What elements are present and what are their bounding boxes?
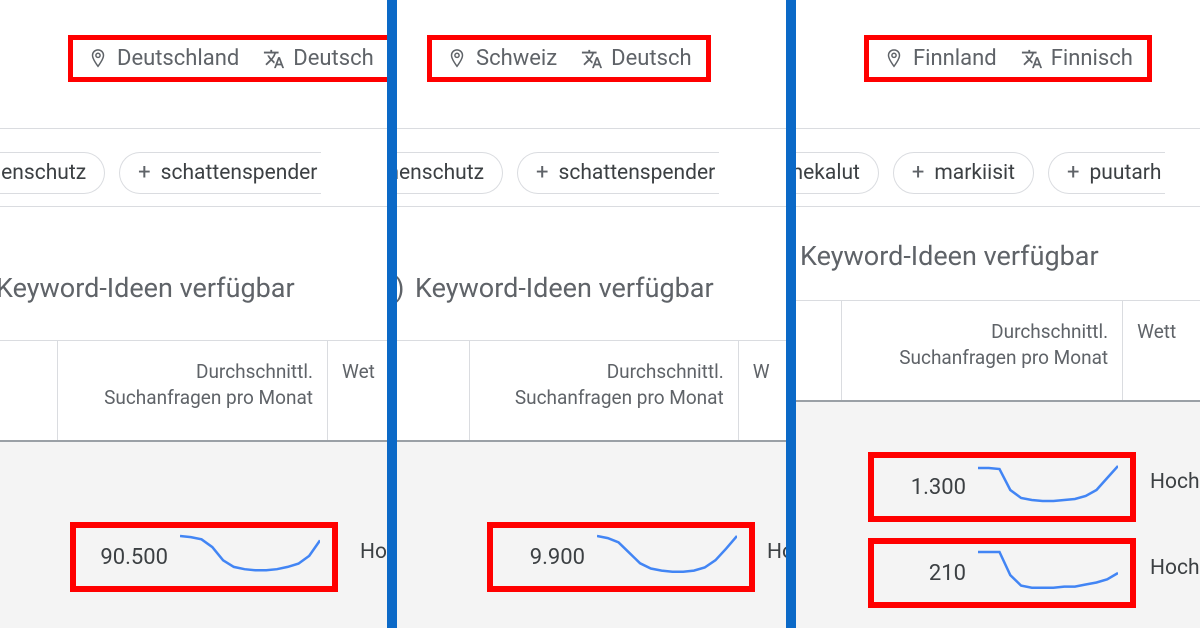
panel-divider — [387, 0, 397, 628]
keyword-chip[interactable]: +markiisit — [893, 152, 1034, 194]
col-competition[interactable]: W — [738, 341, 786, 440]
panels-container: Deutschland Deutsch onnenschutz +schatte… — [0, 0, 1200, 628]
keyword-ideas-heading: Keyword-Ideen verfügbar — [800, 240, 1099, 272]
location-filter[interactable]: Deutschland — [87, 46, 239, 71]
col-keyword — [796, 301, 841, 400]
separator — [397, 206, 786, 207]
separator — [397, 128, 786, 129]
language-filter[interactable]: Finnisch — [1021, 46, 1133, 71]
keyword-chip[interactable]: onnenschutz — [0, 152, 105, 194]
panel-germany: Deutschland Deutsch onnenschutz +schatte… — [0, 0, 387, 628]
language-label: Finnisch — [1051, 46, 1133, 71]
filter-bar[interactable]: Schweiz Deutsch — [427, 35, 711, 82]
location-filter[interactable]: Finnland — [883, 46, 997, 71]
table-row: 90.500 Ho — [0, 442, 387, 628]
table-header: Durchschnittl. Suchanfragen pro Monat We… — [796, 300, 1200, 402]
separator — [0, 206, 387, 207]
location-pin-icon — [883, 48, 905, 70]
separator — [0, 128, 387, 129]
translate-icon — [263, 48, 285, 70]
panel-finland: Finnland Finnisch uonekalut +markiisit +… — [796, 0, 1200, 628]
keyword-chips: onnenschutz +schattenspender — [0, 152, 321, 194]
keyword-chip[interactable]: sonnenschutz — [397, 152, 503, 194]
col-avg-searches[interactable]: Durchschnittl. Suchanfragen pro Monat — [841, 301, 1122, 400]
keyword-chip[interactable]: +schattenspender — [119, 152, 321, 194]
keyword-chips: uonekalut +markiisit +puutarh — [796, 152, 1165, 194]
search-volume-box: 90.500 — [70, 522, 338, 592]
plus-icon: + — [138, 162, 150, 184]
location-label: Finnland — [913, 46, 997, 71]
search-volume-value: 1.300 — [886, 475, 966, 500]
plus-icon: + — [536, 162, 548, 184]
location-label: Deutschland — [117, 46, 239, 71]
col-keyword — [397, 341, 469, 440]
filter-bar[interactable]: Finnland Finnisch — [864, 35, 1152, 82]
keyword-chip[interactable]: +schattenspender — [517, 152, 719, 194]
table-row: 9.900 Ho — [397, 442, 786, 628]
search-volume-value: 210 — [886, 561, 966, 586]
heading-fragment: ) — [397, 272, 404, 304]
sparkline — [978, 550, 1118, 596]
panel-divider — [786, 0, 796, 628]
search-volume-value: 90.500 — [88, 545, 168, 570]
location-label: Schweiz — [476, 46, 557, 71]
col-avg-searches[interactable]: Durchschnittl. Suchanfragen pro Monat — [469, 341, 738, 440]
col-competition[interactable]: Wet — [327, 341, 387, 440]
col-competition[interactable]: Wett — [1122, 301, 1200, 400]
location-pin-icon — [446, 48, 468, 70]
keyword-chips: sonnenschutz +schattenspender — [397, 152, 719, 194]
sparkline — [978, 464, 1118, 510]
separator — [796, 206, 1200, 207]
location-pin-icon — [87, 48, 109, 70]
competition-value: Hoch — [1150, 556, 1200, 580]
separator — [796, 128, 1200, 129]
keyword-chip[interactable]: +puutarh — [1048, 152, 1165, 194]
table-header: Durchschnittl. Suchanfragen pro Monat We… — [0, 340, 387, 442]
search-volume-box: 1.300 — [868, 452, 1136, 522]
competition-value: Ho — [767, 540, 786, 564]
panel-switzerland: Schweiz Deutsch sonnenschutz +schattensp… — [397, 0, 786, 628]
search-volume-box: 9.900 — [487, 522, 755, 592]
language-filter[interactable]: Deutsch — [581, 46, 691, 71]
language-label: Deutsch — [611, 46, 691, 71]
filter-bar[interactable]: Deutschland Deutsch — [68, 35, 387, 82]
language-label: Deutsch — [293, 46, 373, 71]
col-avg-searches[interactable]: Durchschnittl. Suchanfragen pro Monat — [57, 341, 327, 440]
translate-icon — [1021, 48, 1043, 70]
sparkline — [180, 534, 320, 580]
language-filter[interactable]: Deutsch — [263, 46, 373, 71]
competition-value: Ho — [360, 540, 387, 564]
table-body: 1.300 Hoch 210 Hoch — [796, 402, 1200, 628]
col-keyword — [0, 341, 57, 440]
keyword-ideas-heading: Keyword-Ideen verfügbar — [0, 272, 295, 304]
search-volume-value: 9.900 — [505, 545, 585, 570]
sparkline — [597, 534, 737, 580]
plus-icon: + — [1067, 162, 1079, 184]
plus-icon: + — [912, 162, 924, 184]
location-filter[interactable]: Schweiz — [446, 46, 557, 71]
translate-icon — [581, 48, 603, 70]
search-volume-box: 210 — [868, 538, 1136, 608]
keyword-chip[interactable]: uonekalut — [796, 152, 879, 194]
competition-value: Hoch — [1150, 470, 1200, 494]
table-header: Durchschnittl. Suchanfragen pro Monat W — [397, 340, 786, 442]
keyword-ideas-heading: Keyword-Ideen verfügbar — [415, 272, 714, 304]
